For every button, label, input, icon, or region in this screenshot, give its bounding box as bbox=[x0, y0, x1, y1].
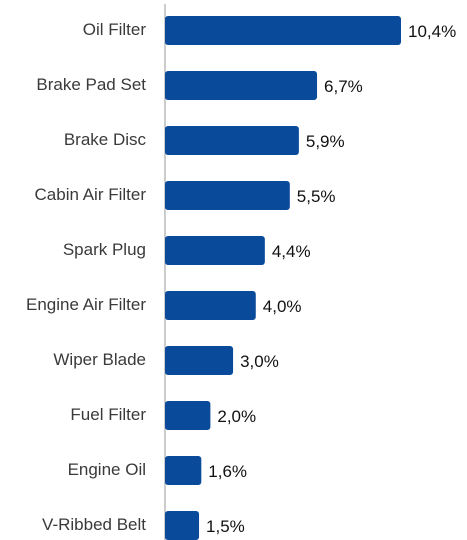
bar bbox=[165, 511, 200, 540]
bar bbox=[165, 346, 234, 375]
category-label: Brake Pad Set bbox=[36, 75, 146, 94]
category-label: Brake Disc bbox=[64, 130, 147, 149]
category-label: Oil Filter bbox=[83, 20, 147, 39]
category-label: Spark Plug bbox=[63, 240, 146, 259]
category-label: Wiper Blade bbox=[53, 350, 146, 369]
bar bbox=[165, 456, 202, 485]
category-label: Fuel Filter bbox=[70, 405, 146, 424]
data-label: 4,4% bbox=[272, 242, 311, 261]
data-label: 5,9% bbox=[306, 132, 345, 151]
bar bbox=[165, 16, 401, 45]
category-labels: Oil Filter Brake Pad Set Brake Disc Cabin A… bbox=[26, 20, 146, 534]
bar bbox=[165, 71, 318, 100]
bar bbox=[165, 236, 265, 265]
bar bbox=[165, 181, 290, 210]
bars bbox=[165, 16, 401, 540]
data-label: 2,0% bbox=[217, 407, 256, 426]
category-label: Engine Air Filter bbox=[26, 295, 146, 314]
data-label: 3,0% bbox=[240, 352, 279, 371]
bar bbox=[165, 291, 256, 320]
data-label: 10,4% bbox=[408, 22, 456, 41]
data-label: 4,0% bbox=[263, 297, 302, 316]
category-label: Cabin Air Filter bbox=[35, 185, 147, 204]
data-label: 1,5% bbox=[206, 517, 245, 536]
data-label: 5,5% bbox=[297, 187, 336, 206]
category-label: Engine Oil bbox=[68, 460, 146, 479]
category-label: V-Ribbed Belt bbox=[42, 515, 146, 534]
bar bbox=[165, 126, 299, 155]
data-label: 1,6% bbox=[208, 462, 247, 481]
value-labels: 10,4% 6,7% 5,9% 5,5% 4,4% 4,0% 3,0% 2,0% 1,6% 1,5… bbox=[206, 22, 456, 536]
bar bbox=[165, 401, 211, 430]
data-label: 6,7% bbox=[324, 77, 363, 96]
